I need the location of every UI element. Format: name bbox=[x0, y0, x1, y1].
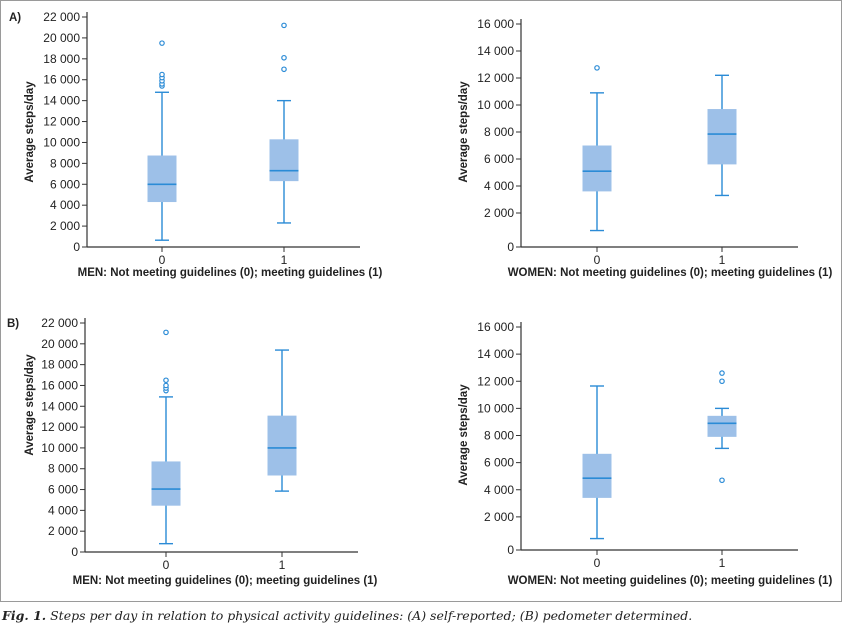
iqr-box bbox=[707, 415, 737, 437]
y-tick-label: 20 000 bbox=[43, 31, 80, 45]
x-axis-label: MEN: Not meeting guidelines (0); meeting… bbox=[78, 267, 383, 279]
caption-label: Fig. 1. bbox=[2, 608, 47, 623]
box-0 bbox=[582, 65, 612, 232]
y-tick-label: 18 000 bbox=[41, 358, 78, 372]
y-tick-label: 0 bbox=[73, 240, 80, 254]
y-tick-label: 4 000 bbox=[484, 179, 514, 193]
outlier-point bbox=[719, 370, 725, 376]
box-0 bbox=[147, 40, 177, 241]
outlier-point bbox=[719, 378, 725, 385]
box-0 bbox=[151, 329, 181, 545]
iqr-box bbox=[151, 461, 181, 506]
y-tick-label: 12 000 bbox=[477, 71, 514, 85]
y-axis-label: Average steps/day bbox=[458, 384, 470, 486]
y-tick-label: 12 000 bbox=[477, 374, 514, 388]
y-tick-label: 0 bbox=[507, 240, 514, 254]
box-0 bbox=[582, 385, 612, 540]
box-1 bbox=[267, 349, 297, 492]
y-tick-label: 22 000 bbox=[43, 10, 80, 24]
panel-label: A) bbox=[9, 12, 21, 24]
y-tick-label: 4 000 bbox=[48, 503, 78, 517]
y-axis-label: Average steps/day bbox=[24, 354, 36, 456]
outlier-point bbox=[719, 477, 725, 484]
iqr-box bbox=[269, 139, 299, 182]
outlier-point bbox=[163, 377, 169, 384]
y-tick-label: 12 000 bbox=[43, 115, 80, 129]
chart-panel-1: 0 2 000 4 000 6 000 8 000 10 000 12 000 14 000 1… bbox=[9, 10, 383, 279]
y-tick-label: 6 000 bbox=[484, 456, 514, 470]
y-tick-label: 10 000 bbox=[41, 441, 78, 455]
y-tick-label: 20 000 bbox=[41, 337, 78, 351]
y-tick-label: 8 000 bbox=[484, 429, 514, 443]
iqr-box bbox=[582, 145, 612, 192]
outlier-point bbox=[159, 40, 165, 46]
x-tick-label: 1 bbox=[719, 556, 726, 570]
x-tick-label: 0 bbox=[163, 558, 170, 572]
y-tick-label: 18 000 bbox=[43, 52, 80, 66]
x-tick-label: 1 bbox=[281, 253, 288, 267]
y-tick-label: 2 000 bbox=[48, 524, 78, 538]
panel-label: B) bbox=[7, 318, 19, 330]
iqr-box bbox=[582, 453, 612, 498]
y-tick-label: 8 000 bbox=[484, 125, 514, 139]
box-1 bbox=[707, 74, 737, 197]
caption-text: Steps per day in relation to physical ac… bbox=[50, 608, 693, 623]
y-axis-label: Average steps/day bbox=[458, 81, 470, 183]
x-tick-label: 0 bbox=[159, 253, 166, 267]
x-axis-label: WOMEN: Not meeting guidelines (0); meeti… bbox=[508, 575, 833, 587]
y-tick-label: 16 000 bbox=[477, 320, 514, 334]
outlier-point bbox=[159, 71, 165, 78]
y-tick-label: 6 000 bbox=[48, 483, 78, 497]
y-tick-label: 14 000 bbox=[43, 94, 80, 108]
outlier-point bbox=[594, 65, 600, 71]
y-tick-label: 6 000 bbox=[50, 177, 80, 191]
figure-frame bbox=[0, 0, 842, 602]
y-tick-label: 4 000 bbox=[484, 483, 514, 497]
chart-panel-2: 0 2 000 4 000 6 000 8 000 10 000 12 000 14 000 1… bbox=[458, 17, 832, 279]
x-tick-label: 1 bbox=[719, 253, 726, 267]
y-tick-label: 2 000 bbox=[484, 206, 514, 220]
outlier-point bbox=[163, 382, 169, 389]
x-tick-label: 1 bbox=[279, 558, 286, 572]
y-tick-label: 8 000 bbox=[48, 462, 78, 476]
y-tick-label: 16 000 bbox=[43, 73, 80, 87]
y-tick-label: 0 bbox=[507, 543, 514, 557]
outlier-point bbox=[281, 66, 287, 73]
iqr-box bbox=[267, 415, 297, 476]
y-tick-label: 22 000 bbox=[41, 316, 78, 330]
chart-panel-4: 0 2 000 4 000 6 000 8 000 10 000 12 000 14 000 1… bbox=[458, 320, 832, 587]
y-tick-label: 4 000 bbox=[50, 198, 80, 212]
y-tick-label: 2 000 bbox=[50, 219, 80, 233]
y-tick-label: 0 bbox=[71, 545, 78, 559]
y-tick-label: 8 000 bbox=[50, 156, 80, 170]
box-1 bbox=[707, 370, 737, 484]
outlier-point bbox=[163, 329, 169, 336]
y-tick-label: 10 000 bbox=[43, 135, 80, 149]
iqr-box bbox=[707, 109, 737, 165]
outlier-point bbox=[281, 54, 287, 61]
box-1 bbox=[269, 22, 299, 224]
y-tick-label: 2 000 bbox=[484, 510, 514, 524]
y-axis-label: Average steps/day bbox=[24, 81, 36, 183]
y-tick-label: 12 000 bbox=[41, 420, 78, 434]
outlier-point bbox=[281, 22, 287, 29]
x-axis-label: WOMEN: Not meeting guidelines (0); meeti… bbox=[508, 267, 833, 279]
x-tick-label: 0 bbox=[594, 556, 601, 570]
x-axis-label: MEN: Not meeting guidelines (0); meeting… bbox=[73, 575, 378, 587]
iqr-box bbox=[147, 155, 177, 203]
y-tick-label: 16 000 bbox=[477, 17, 514, 31]
y-tick-label: 16 000 bbox=[41, 378, 78, 392]
x-tick-label: 0 bbox=[594, 253, 601, 267]
figure-caption: Fig. 1. Steps per day in relation to phy… bbox=[2, 608, 692, 623]
y-tick-label: 6 000 bbox=[484, 152, 514, 166]
y-tick-label: 10 000 bbox=[477, 98, 514, 112]
y-tick-label: 14 000 bbox=[477, 347, 514, 361]
y-tick-label: 10 000 bbox=[477, 401, 514, 415]
y-tick-label: 14 000 bbox=[41, 399, 78, 413]
y-tick-label: 14 000 bbox=[477, 44, 514, 58]
chart-panel-3: 0 2 000 4 000 6 000 8 000 10 000 12 000 14 000 1… bbox=[7, 316, 378, 587]
